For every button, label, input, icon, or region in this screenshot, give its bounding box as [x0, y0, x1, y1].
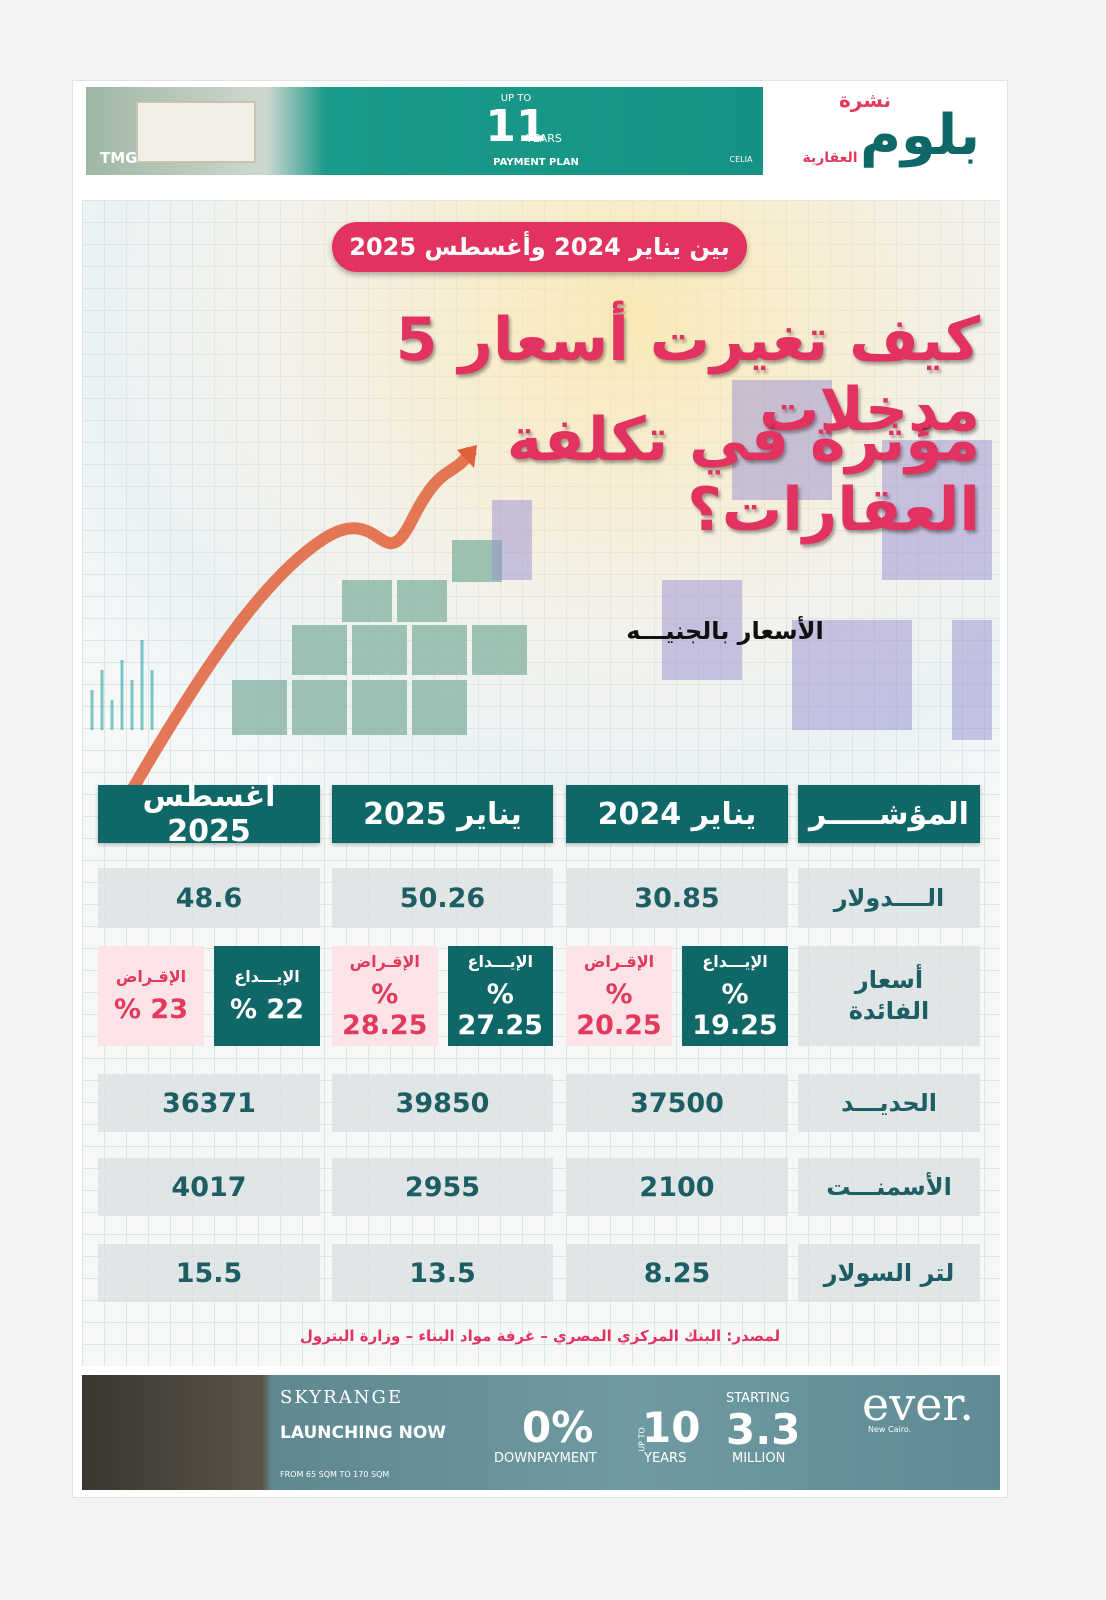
lending-label: الإقـراض	[349, 951, 420, 971]
payment-plan: PAYMENT PLAN	[493, 157, 579, 168]
table-cell: 15.5	[98, 1244, 320, 1302]
deposit-value: % 19.25	[692, 978, 778, 1041]
ad-brand: ever.	[862, 1377, 974, 1431]
ad-years-label: YEARS	[644, 1451, 687, 1466]
ad-brand: TMG	[100, 149, 138, 167]
bars	[90, 640, 154, 730]
table-cell: 13.5	[332, 1244, 553, 1302]
table-cell: 30.85	[566, 868, 788, 928]
ad-down-label: DOWNPAYMENT	[494, 1451, 597, 1466]
lending-cell: الإقـراض % 28.25	[332, 946, 438, 1046]
deposit-cell: الإيـــداع % 27.25	[447, 946, 553, 1046]
source: لمصدر: البنك المركزي المصري – غرفة مواد …	[299, 1327, 781, 1345]
ad-price: 3.3	[726, 1405, 801, 1454]
deposit-label: الإيـــداع	[234, 967, 300, 986]
table-cell: 2955	[332, 1158, 553, 1216]
logo-brand: بلوم	[859, 102, 981, 168]
lending-cell: الإقـراض % 23	[98, 946, 204, 1046]
table-header: أغسطس 2025	[98, 779, 320, 849]
lending-cell: الإقـراض % 20.25	[566, 946, 672, 1046]
deposit-value: % 22	[229, 994, 305, 1025]
ad-years: 10	[642, 1403, 701, 1452]
table-cell: 4017	[98, 1158, 320, 1216]
table-cell: 2100	[566, 1158, 788, 1216]
bottom-ad: SKYRANGE LAUNCHING NOW FROM 65 SQM TO 17…	[82, 1375, 1000, 1490]
years: YEARS	[526, 132, 562, 145]
logo-sub: العقارية	[802, 150, 858, 166]
lending-value: % 20.25	[576, 978, 662, 1041]
years-number: 11	[485, 101, 547, 152]
illustration	[90, 380, 992, 794]
table-cell: 37500	[566, 1074, 788, 1132]
blocks	[232, 540, 527, 735]
table-cell: 36371	[98, 1074, 320, 1132]
panels	[492, 380, 992, 740]
row-label: أسعار الفائدة	[798, 946, 980, 1046]
row-label: لتر السولار	[798, 1244, 980, 1302]
table-header: يناير 2024	[566, 785, 788, 843]
table-cell: 48.6	[98, 868, 320, 928]
arrow-head	[457, 445, 477, 468]
lending-label: الإقـراض	[583, 951, 655, 971]
logo-tag: نشرة	[838, 88, 892, 112]
ad-price-label: MILLION	[732, 1451, 786, 1466]
deposit-cell: الإيـــداع % 19.25	[682, 946, 788, 1046]
project: CELIA	[729, 155, 753, 164]
deposit-label: الإيـــداع	[467, 951, 533, 971]
deposit-cell: الإيـــداع % 22	[214, 946, 320, 1046]
lending-value: % 28.25	[342, 978, 428, 1041]
ad-area: FROM 65 SQM TO 170 SQM	[280, 1470, 390, 1479]
deposit-value: % 27.25	[457, 978, 543, 1041]
lending-value: % 23	[113, 994, 189, 1025]
table-cell: 50.26	[332, 868, 553, 928]
row-label: الــــدولار	[798, 868, 980, 928]
top-ad: TMG UP TO 11 YEARS PAYMENT PLAN CELIA	[86, 87, 763, 175]
row-label: الأسمنـــت	[798, 1158, 980, 1216]
title-line-1: كيف تغيرت أسعار 5 مدخلات	[395, 305, 980, 445]
period-pill: بين يناير 2024 وأغسطس 2025	[332, 222, 747, 272]
arrow	[126, 446, 477, 794]
villa	[136, 101, 256, 163]
ad-location: New Cairo.	[868, 1425, 912, 1434]
table-cell: 39850	[332, 1074, 553, 1132]
ad-project: SKYRANGE	[280, 1387, 403, 1408]
row-label: الحديـــد	[798, 1074, 980, 1132]
table-cell: 8.25	[566, 1244, 788, 1302]
title-line-2: مؤثرة في تكلفة العقارات؟	[506, 405, 980, 545]
table-header: يناير 2025	[332, 785, 553, 843]
ad-starting: STARTING	[726, 1391, 790, 1406]
lending-label: الإقـراض	[115, 967, 187, 986]
deposit-label: الإيـــداع	[702, 951, 768, 971]
ad-down: 0%	[522, 1403, 594, 1452]
unit-note: الأسعار بالجنيـــه	[626, 617, 824, 645]
up-to: UP TO	[500, 93, 532, 104]
table-header: المؤشـــــر	[798, 785, 980, 843]
ad-launch: LAUNCHING NOW	[280, 1423, 447, 1443]
